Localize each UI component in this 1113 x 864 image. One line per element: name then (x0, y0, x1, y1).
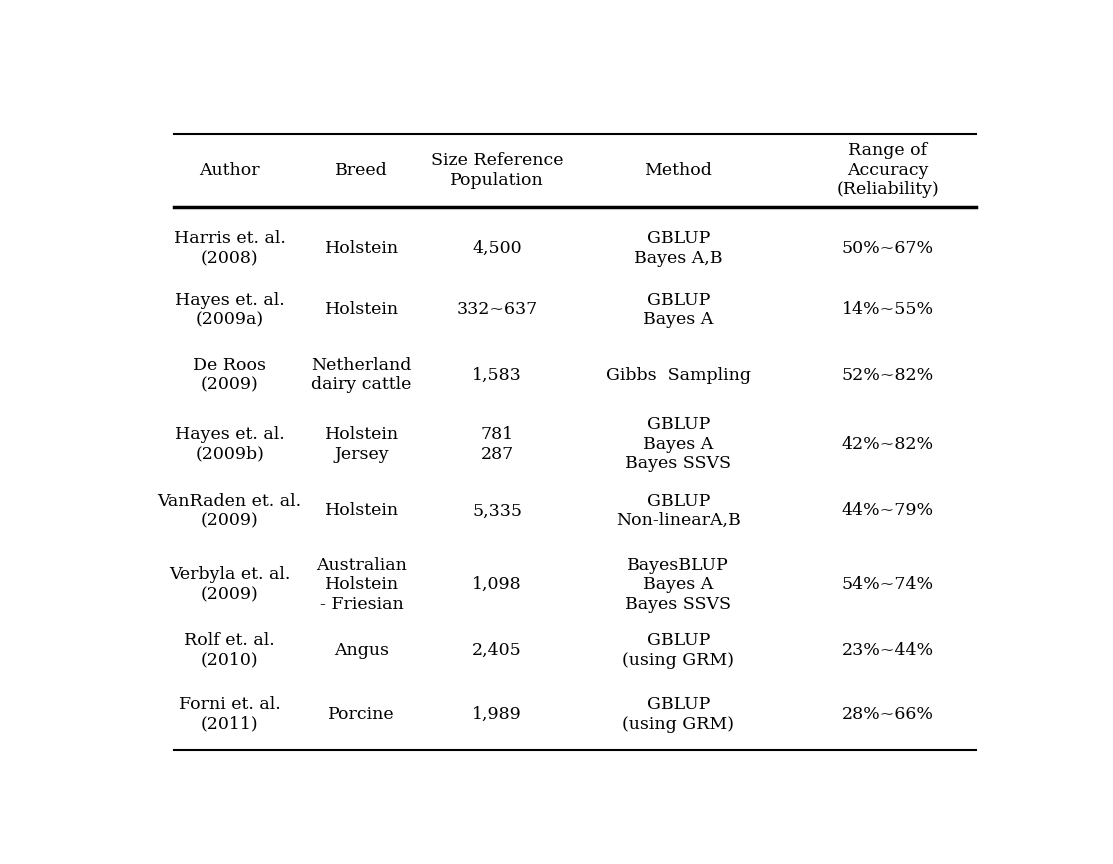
Text: 54%~74%: 54%~74% (841, 576, 934, 594)
Text: 50%~67%: 50%~67% (841, 240, 934, 257)
Text: 1,583: 1,583 (472, 366, 522, 384)
Text: 5,335: 5,335 (472, 502, 522, 519)
Text: BayesBLUP
Bayes A
Bayes SSVS: BayesBLUP Bayes A Bayes SSVS (626, 556, 731, 613)
Text: Range of
Accuracy
(Reliability): Range of Accuracy (Reliability) (837, 142, 939, 199)
Text: Porcine: Porcine (328, 706, 395, 723)
Text: Rolf et. al.
(2010): Rolf et. al. (2010) (185, 632, 275, 669)
Text: 42%~82%: 42%~82% (841, 435, 934, 453)
Text: 2,405: 2,405 (472, 642, 522, 659)
Text: 14%~55%: 14%~55% (841, 302, 934, 319)
Text: 781
287: 781 287 (481, 426, 514, 462)
Text: GBLUP
Bayes A: GBLUP Bayes A (643, 292, 713, 328)
Text: Verbyla et. al.
(2009): Verbyla et. al. (2009) (169, 567, 290, 603)
Text: Size Reference
Population: Size Reference Population (431, 152, 563, 188)
Text: Netherland
dairy cattle: Netherland dairy cattle (312, 357, 412, 393)
Text: GBLUP
(using GRM): GBLUP (using GRM) (622, 632, 735, 669)
Text: 1,098: 1,098 (472, 576, 522, 594)
Text: VanRaden et. al.
(2009): VanRaden et. al. (2009) (158, 492, 302, 529)
Text: Holstein: Holstein (325, 302, 398, 319)
Text: GBLUP
(using GRM): GBLUP (using GRM) (622, 696, 735, 733)
Text: 44%~79%: 44%~79% (841, 502, 934, 519)
Text: De Roos
(2009): De Roos (2009) (194, 357, 266, 393)
Text: Holstein
Jersey: Holstein Jersey (325, 426, 398, 462)
Text: 332~637: 332~637 (456, 302, 538, 319)
Text: GBLUP
Non-linearA,B: GBLUP Non-linearA,B (615, 492, 740, 529)
Text: Holstein: Holstein (325, 240, 398, 257)
Text: 1,989: 1,989 (472, 706, 522, 723)
Text: 52%~82%: 52%~82% (841, 366, 934, 384)
Text: Australian
Holstein
- Friesian: Australian Holstein - Friesian (316, 556, 407, 613)
Text: GBLUP
Bayes A,B: GBLUP Bayes A,B (634, 231, 722, 267)
Text: Method: Method (644, 162, 712, 179)
Text: Hayes et. al.
(2009b): Hayes et. al. (2009b) (175, 426, 285, 462)
Text: Forni et. al.
(2011): Forni et. al. (2011) (179, 696, 280, 733)
Text: Holstein: Holstein (325, 502, 398, 519)
Text: 23%~44%: 23%~44% (841, 642, 934, 659)
Text: GBLUP
Bayes A
Bayes SSVS: GBLUP Bayes A Bayes SSVS (626, 416, 731, 473)
Text: Hayes et. al.
(2009a): Hayes et. al. (2009a) (175, 292, 285, 328)
Text: 28%~66%: 28%~66% (841, 706, 934, 723)
Text: Author: Author (199, 162, 260, 179)
Text: Angus: Angus (334, 642, 390, 659)
Text: Breed: Breed (335, 162, 388, 179)
Text: Gibbs  Sampling: Gibbs Sampling (605, 366, 751, 384)
Text: 4,500: 4,500 (472, 240, 522, 257)
Text: Harris et. al.
(2008): Harris et. al. (2008) (174, 231, 286, 267)
